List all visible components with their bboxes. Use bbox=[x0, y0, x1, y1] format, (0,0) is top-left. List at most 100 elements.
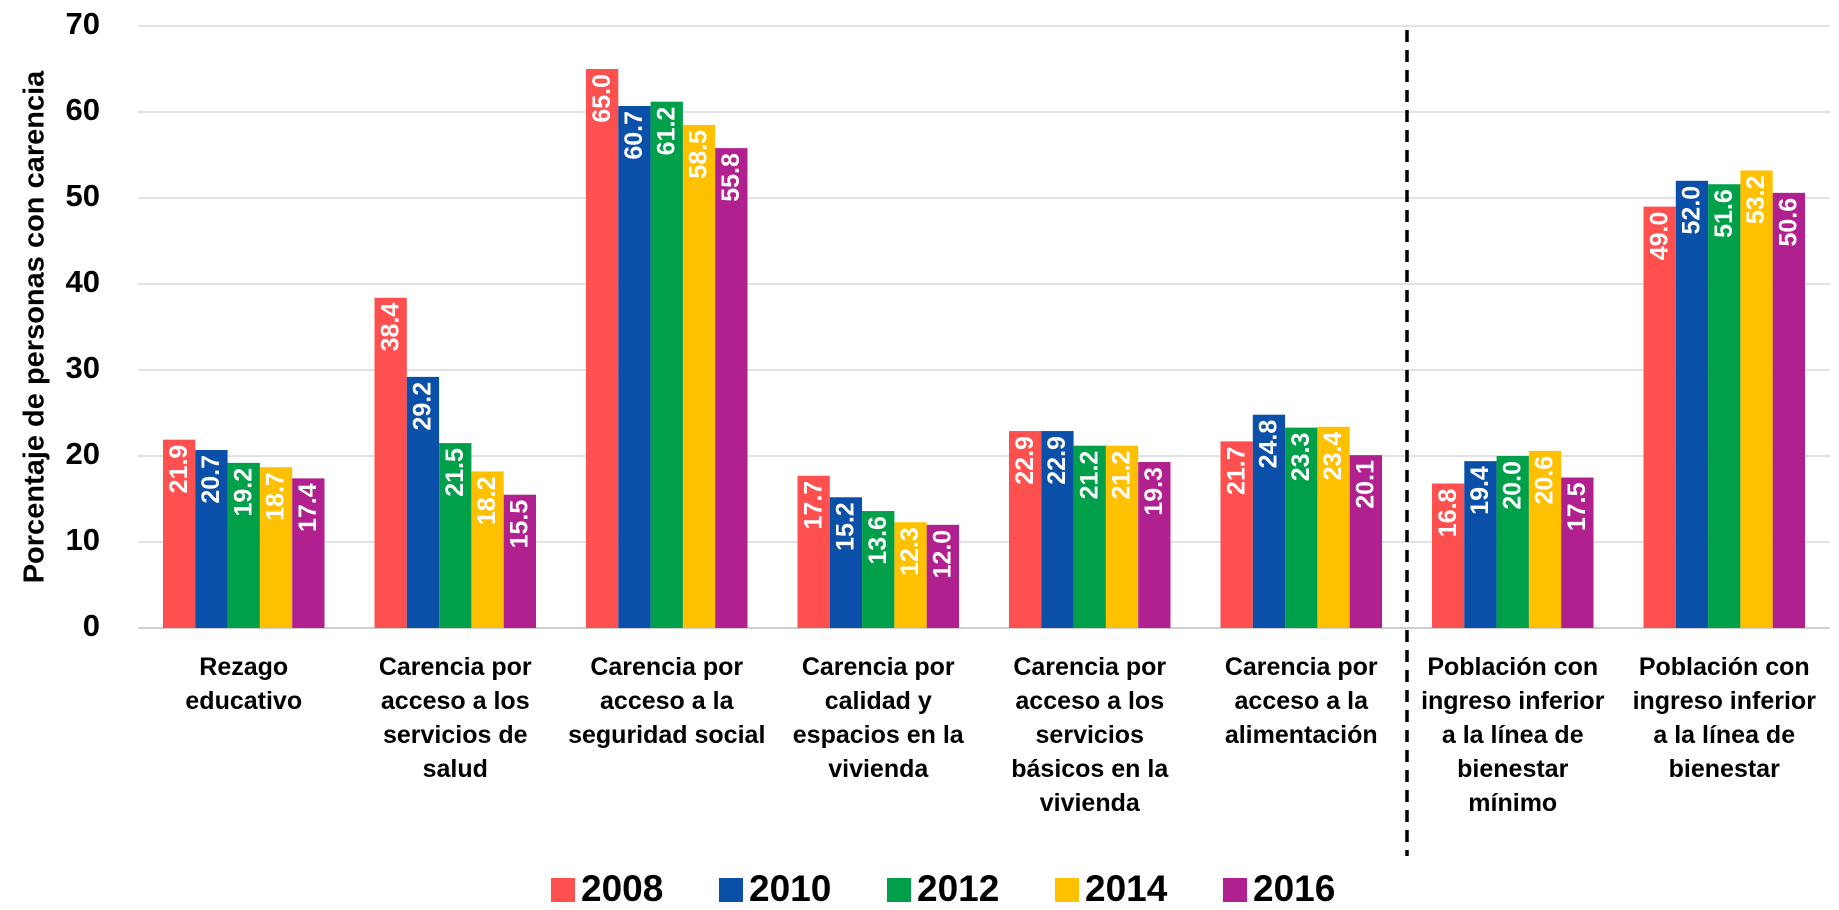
bar bbox=[1643, 206, 1676, 628]
data-label: 23.4 bbox=[1319, 432, 1347, 481]
bar bbox=[1041, 431, 1074, 628]
data-label: 21.2 bbox=[1108, 451, 1136, 500]
bar bbox=[586, 69, 619, 628]
data-label: 21.9 bbox=[165, 445, 193, 494]
data-label: 61.2 bbox=[652, 107, 680, 156]
data-label: 51.6 bbox=[1710, 189, 1738, 238]
data-label: 23.3 bbox=[1287, 433, 1315, 482]
data-label: 20.7 bbox=[197, 455, 225, 504]
legend-swatch bbox=[719, 878, 743, 902]
y-axis-title: Porcentaje de personas con carencia bbox=[19, 70, 51, 583]
data-label: 15.2 bbox=[832, 502, 860, 551]
data-label: 12.3 bbox=[896, 527, 924, 576]
bar bbox=[1009, 431, 1042, 628]
y-tick-label: 70 bbox=[66, 6, 100, 41]
data-label: 17.4 bbox=[294, 483, 322, 532]
data-label: 55.8 bbox=[717, 153, 745, 202]
data-label: 20.0 bbox=[1498, 461, 1526, 510]
data-label: 16.8 bbox=[1434, 488, 1462, 537]
data-label: 49.0 bbox=[1645, 212, 1673, 261]
y-tick-label: 30 bbox=[66, 350, 100, 385]
bar bbox=[926, 524, 959, 628]
data-label: 65.0 bbox=[588, 74, 616, 123]
bar bbox=[227, 462, 260, 628]
x-tick-label: Carencia por acceso a los servicios básicos… bbox=[1011, 653, 1169, 817]
legend-label: 2014 bbox=[1085, 868, 1168, 909]
bar bbox=[862, 511, 895, 628]
data-label: 50.6 bbox=[1774, 198, 1802, 247]
data-label: 17.7 bbox=[799, 481, 827, 530]
bar bbox=[1740, 170, 1773, 629]
data-label: 21.5 bbox=[441, 448, 469, 497]
x-tick-label: Rezago educativo bbox=[185, 653, 302, 715]
bar bbox=[682, 124, 716, 629]
x-tick-label: Carencia por acceso a la seguridad social bbox=[568, 653, 765, 749]
data-label: 18.7 bbox=[262, 472, 290, 521]
bar bbox=[1528, 450, 1562, 628]
bar bbox=[894, 522, 927, 628]
y-tick-label: 40 bbox=[66, 264, 100, 299]
bar bbox=[1285, 427, 1318, 628]
legend-label: 2008 bbox=[581, 868, 663, 909]
data-label: 52.0 bbox=[1678, 186, 1706, 235]
legend-swatch bbox=[1223, 878, 1247, 902]
bar bbox=[1708, 184, 1741, 629]
legend-swatch bbox=[887, 878, 911, 902]
legend-label: 2012 bbox=[917, 868, 999, 909]
x-tick-label: Carencia por calidad y espacios en la vivie… bbox=[793, 653, 965, 783]
y-tick-label: 50 bbox=[66, 178, 100, 213]
bar bbox=[1675, 180, 1709, 629]
bar bbox=[503, 494, 536, 628]
data-label: 19.4 bbox=[1466, 466, 1494, 515]
x-tick-label: Población con ingreso inferior a la línea … bbox=[1421, 653, 1605, 817]
legend-swatch bbox=[1055, 878, 1079, 902]
legend-label: 2010 bbox=[749, 868, 831, 909]
data-label: 60.7 bbox=[620, 111, 648, 160]
bar bbox=[1138, 462, 1171, 628]
legend-swatch bbox=[551, 878, 575, 902]
bar bbox=[1349, 455, 1382, 628]
bar bbox=[259, 467, 293, 628]
data-label: 19.3 bbox=[1140, 467, 1168, 516]
bar bbox=[406, 376, 440, 628]
x-tick-label: Carencia por acceso a los servicios de salu… bbox=[379, 653, 532, 783]
data-label: 22.9 bbox=[1011, 436, 1039, 485]
data-label: 21.7 bbox=[1222, 446, 1250, 495]
legend-label: 2016 bbox=[1253, 868, 1335, 909]
bar bbox=[1073, 445, 1106, 628]
data-label: 53.2 bbox=[1742, 175, 1770, 224]
data-label: 21.2 bbox=[1075, 451, 1103, 500]
bar bbox=[1772, 192, 1805, 628]
data-label: 20.1 bbox=[1351, 460, 1379, 509]
y-tick-label: 60 bbox=[66, 92, 100, 127]
bar bbox=[618, 105, 651, 629]
bar bbox=[195, 449, 228, 628]
bar bbox=[797, 475, 830, 628]
bar bbox=[439, 443, 472, 628]
bar bbox=[1432, 483, 1465, 628]
bar bbox=[1105, 445, 1139, 628]
data-label: 20.6 bbox=[1531, 456, 1559, 505]
data-label: 15.5 bbox=[505, 500, 533, 549]
bar bbox=[650, 101, 683, 629]
data-label: 24.8 bbox=[1255, 420, 1283, 469]
data-label: 18.2 bbox=[473, 476, 501, 525]
data-label: 13.6 bbox=[864, 516, 892, 565]
data-label: 58.5 bbox=[685, 130, 713, 179]
bar bbox=[1464, 461, 1497, 628]
data-label: 17.5 bbox=[1563, 482, 1591, 531]
data-label: 29.2 bbox=[409, 382, 437, 431]
bar bbox=[1317, 426, 1350, 628]
bar bbox=[715, 148, 748, 628]
bar bbox=[1252, 414, 1286, 628]
bar bbox=[1496, 456, 1529, 628]
data-label: 19.2 bbox=[229, 468, 257, 517]
y-tick-label: 0 bbox=[83, 608, 100, 643]
x-tick-label: Carencia por acceso a la alimentación bbox=[1225, 653, 1378, 749]
data-label: 22.9 bbox=[1043, 436, 1071, 485]
bar bbox=[1220, 441, 1253, 628]
y-tick-label: 10 bbox=[66, 522, 100, 557]
bar bbox=[163, 439, 196, 628]
bar bbox=[471, 471, 504, 628]
